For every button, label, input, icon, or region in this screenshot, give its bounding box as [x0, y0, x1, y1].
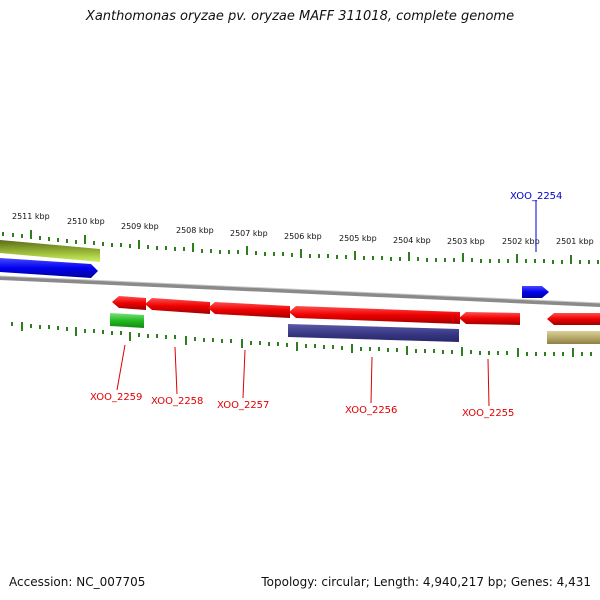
gene-xoo-2259[interactable] [112, 296, 146, 310]
genome-title: Xanthomonas oryzae pv. oryzae MAFF 31101… [85, 9, 515, 24]
scale-label-2507: 2507 kbp [230, 229, 268, 238]
lower-scale-ticks [11, 322, 592, 357]
scale-label-2504: 2504 kbp [393, 236, 431, 245]
scale-label-2506: 2506 kbp [284, 232, 322, 241]
gene-right-edge[interactable] [547, 313, 600, 325]
scale-label-2509: 2509 kbp [121, 222, 159, 231]
genome-info-text: Topology: circular; Length: 4,940,217 bp… [261, 575, 591, 589]
green-feature[interactable] [110, 313, 144, 328]
accession-text: Accession: NC_007705 [9, 575, 146, 589]
khaki-feature[interactable] [547, 331, 600, 344]
gene-xoo-2257[interactable] [208, 302, 290, 318]
scale-label-2501: 2501 kbp [556, 237, 594, 246]
leader-xoo-2258 [174, 346, 178, 395]
purple-feature[interactable] [288, 324, 459, 342]
label-xoo-2256[interactable]: XOO_2256 [345, 405, 397, 416]
label-xoo-2258[interactable]: XOO_2258 [151, 396, 203, 407]
scale-label-2508: 2508 kbp [176, 226, 214, 235]
forward-gene-left[interactable] [0, 258, 98, 278]
label-xoo-2259[interactable]: XOO_2259 [90, 392, 142, 403]
upper-scale-ticks [2, 230, 599, 264]
gene-xoo-2256[interactable] [289, 306, 460, 324]
scale-label-2503: 2503 kbp [447, 237, 485, 246]
label-xoo-2254[interactable]: XOO_2254 [510, 191, 562, 202]
scale-label-2505: 2505 kbp [339, 234, 377, 243]
gene-xoo-2254[interactable] [522, 286, 549, 298]
scale-label-2502: 2502 kbp [502, 237, 540, 246]
olive-feature-left[interactable] [0, 240, 100, 262]
leader-xoo-2256 [370, 356, 373, 404]
label-xoo-2255[interactable]: XOO_2255 [462, 408, 514, 419]
leader-xoo-2257 [242, 349, 246, 399]
genome-backbone [0, 276, 600, 307]
label-xoo-2257[interactable]: XOO_2257 [217, 400, 269, 411]
scale-label-2510: 2510 kbp [67, 217, 105, 226]
leader-xoo-2259 [116, 344, 126, 391]
leader-xoo-2255 [487, 358, 490, 407]
gene-xoo-2258[interactable] [145, 298, 210, 314]
scale-label-2511: 2511 kbp [12, 212, 50, 221]
gene-xoo-2255[interactable] [459, 312, 520, 325]
